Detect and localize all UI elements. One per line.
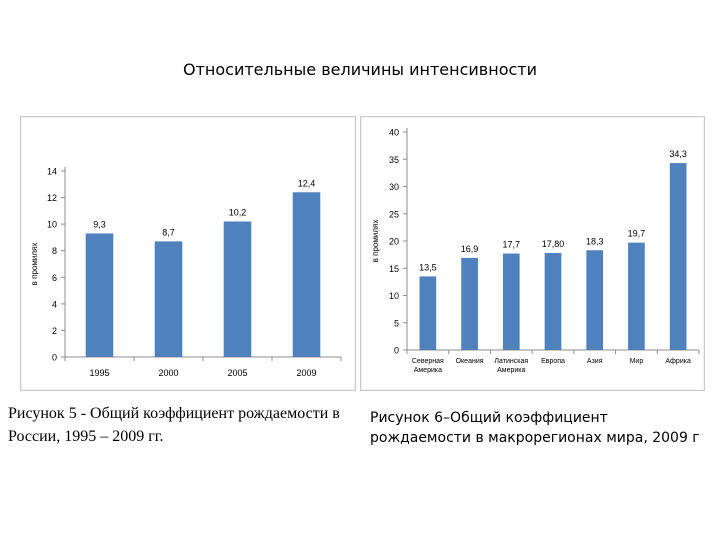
bar xyxy=(544,252,562,350)
bar xyxy=(85,233,114,357)
y-tick-label: 25 xyxy=(389,209,399,219)
y-tick-label: 14 xyxy=(47,167,57,177)
y-tick-label: 15 xyxy=(389,264,399,274)
x-tick-label: Африка xyxy=(665,358,691,365)
y-tick-label: 20 xyxy=(389,237,399,247)
x-tick-label: Океания xyxy=(456,358,484,365)
y-tick-label: 0 xyxy=(52,353,57,363)
bar xyxy=(461,257,478,350)
data-label: 13,5 xyxy=(419,262,437,272)
y-tick-label: 8 xyxy=(52,246,57,256)
chart-world-regions-birth-rate: 0 5 10 15 20 25 30 35 40 в промилях 13,5 Северная Ам… xyxy=(360,116,705,391)
y-tick-label: 0 xyxy=(394,346,399,356)
data-label: 10,2 xyxy=(229,207,247,217)
bar xyxy=(154,241,183,357)
y-tick-label: 10 xyxy=(47,220,57,230)
x-tick-label: Латинская Америка xyxy=(494,358,528,374)
x-tick-label: 1995 xyxy=(89,368,109,378)
y-axis-title: в промилях xyxy=(30,243,39,286)
figure-6-caption: Рисунок 6–Общий коэффициент рождаемости … xyxy=(370,410,700,447)
y-tick-label: 4 xyxy=(52,299,57,309)
bar xyxy=(223,221,252,357)
x-tick-label: 2009 xyxy=(296,368,316,378)
x-tick-label: Европа xyxy=(541,358,565,365)
x-tick-label: Северная Америка xyxy=(412,358,444,374)
data-label: 17,80 xyxy=(542,239,565,249)
y-axis-title: в промилях xyxy=(371,220,380,263)
y-tick-label: 2 xyxy=(52,326,57,336)
y-tick-label: 30 xyxy=(389,182,399,192)
chart-world-regions-birth-rate-svg: 0 5 10 15 20 25 30 35 40 в промилях 13,5 Северная Ам… xyxy=(371,128,700,374)
chart-russia-birth-rate-svg: 0 2 4 6 8 10 12 14 в промилях 9,3 1995 8,7 2000 10,2 2… xyxy=(30,167,342,378)
y-tick-label: 12 xyxy=(47,193,57,203)
y-tick-label: 6 xyxy=(52,273,57,283)
y-tick-label: 10 xyxy=(389,291,399,301)
data-label: 9,3 xyxy=(93,219,106,229)
bar xyxy=(502,253,520,350)
data-label: 16,9 xyxy=(461,244,479,254)
data-label: 17,7 xyxy=(503,240,521,250)
chart-russia-birth-rate: 0 2 4 6 8 10 12 14 в промилях 9,3 1995 8,7 2000 10,2 2… xyxy=(20,116,356,391)
data-label: 34,3 xyxy=(669,149,687,159)
data-label: 18,3 xyxy=(586,236,604,246)
y-tick-label: 5 xyxy=(394,318,399,328)
bar xyxy=(669,163,687,350)
figure-5-caption: Рисунок 5 - Общий коэффициент рождаемост… xyxy=(8,405,340,446)
x-tick-label: Азия xyxy=(587,358,603,365)
y-tick-label: 35 xyxy=(389,155,399,165)
page-title: Относительные величины интенсивности xyxy=(182,60,537,79)
bar xyxy=(419,276,437,350)
data-label: 12,4 xyxy=(298,178,316,188)
data-label: 8,7 xyxy=(162,227,175,237)
bar xyxy=(628,242,645,350)
y-tick-label: 40 xyxy=(389,128,399,138)
data-label: 19,7 xyxy=(628,229,646,239)
x-tick-label: Мир xyxy=(630,358,644,365)
bar xyxy=(292,192,321,357)
x-tick-label: 2000 xyxy=(158,368,178,378)
x-tick-label: 2005 xyxy=(227,368,247,378)
bar xyxy=(586,250,604,350)
